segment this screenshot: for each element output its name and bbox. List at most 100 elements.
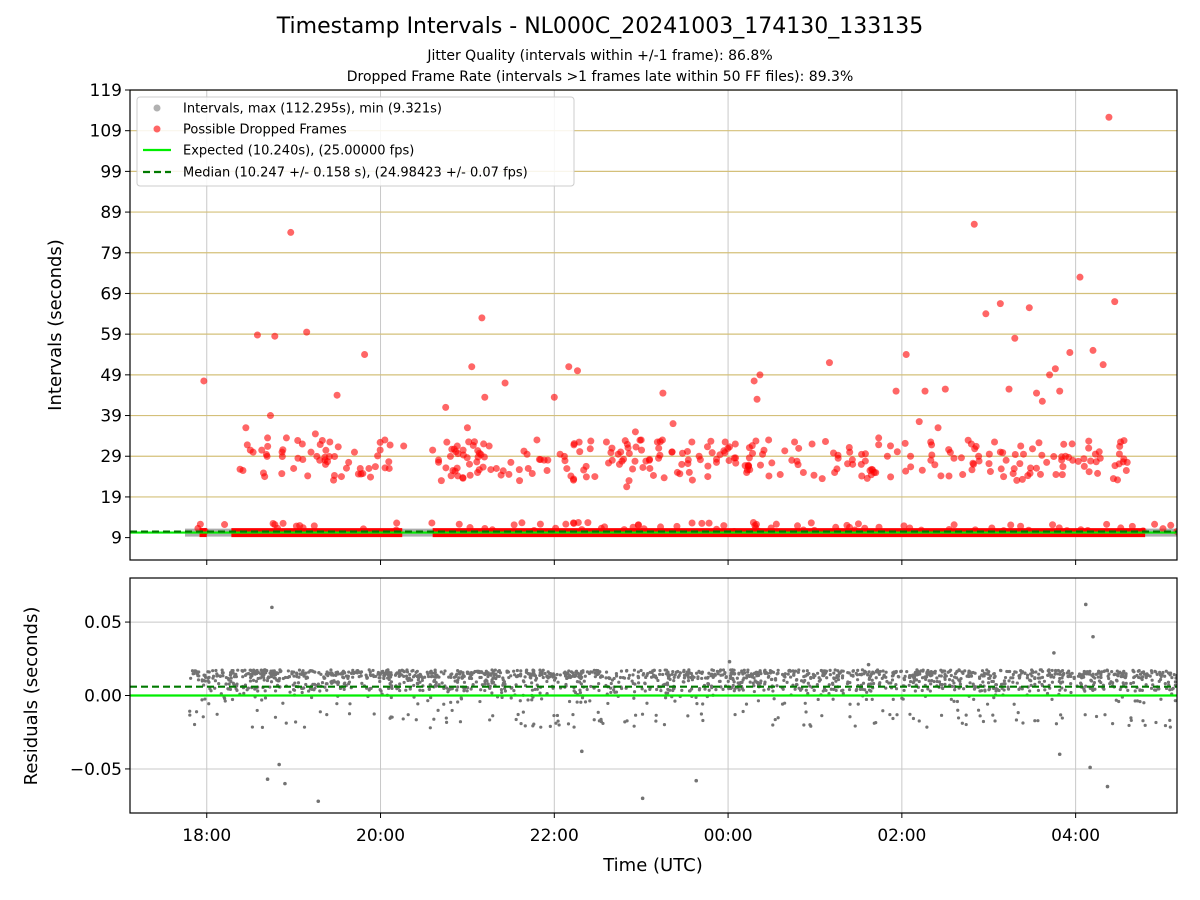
dropped-frame-point — [1085, 444, 1093, 452]
dropped-frame-point — [883, 452, 891, 460]
dropped-frame-point — [586, 445, 594, 453]
dropped-frame-point — [685, 468, 693, 476]
residual-point — [601, 721, 605, 726]
residual-point — [1083, 602, 1088, 607]
residual-point — [578, 676, 582, 680]
dropped-frame-point — [982, 310, 990, 318]
dropped-frame-point — [818, 475, 826, 483]
residual-point — [957, 668, 961, 672]
residual-point — [426, 699, 430, 703]
residual-point — [1033, 682, 1037, 687]
dropped-frame-point — [296, 522, 304, 530]
residual-point — [961, 687, 966, 691]
residual-point — [1040, 675, 1045, 679]
residual-point — [583, 700, 588, 704]
residual-point — [680, 688, 684, 692]
residual-point — [949, 673, 953, 678]
dropped-frame-point — [487, 466, 495, 474]
residual-point — [891, 716, 895, 721]
dropped-frame-point — [679, 449, 687, 457]
residual-point — [418, 688, 422, 692]
residual-point — [265, 678, 270, 683]
dropped-frame-point — [902, 467, 910, 475]
residual-point — [780, 672, 785, 677]
residual-point — [726, 679, 730, 683]
residual-point — [229, 670, 233, 675]
dropped-frame-point — [907, 452, 915, 460]
dropped-frame-point — [1049, 521, 1057, 529]
residual-point — [988, 676, 992, 680]
dropped-frame-point — [337, 473, 345, 481]
dropped-frame-point — [466, 471, 474, 479]
residual-point — [763, 670, 767, 674]
residual-point — [689, 671, 693, 676]
residual-point — [648, 687, 652, 691]
residual-point — [943, 675, 947, 679]
residual-point — [1030, 674, 1034, 678]
residual-point — [453, 679, 457, 683]
residual-point — [300, 690, 304, 695]
residual-point — [311, 669, 316, 674]
residual-point — [589, 684, 593, 689]
residual-point — [598, 670, 602, 674]
residual-point — [1025, 676, 1029, 680]
residual-point — [636, 670, 641, 674]
residual-point — [514, 717, 518, 722]
residual-point — [1045, 691, 1050, 696]
residual-point — [912, 679, 916, 683]
dropped-frame-point — [794, 522, 802, 530]
residual-point — [408, 687, 412, 691]
residuals-plot-area — [130, 578, 1177, 813]
residual-point — [221, 674, 225, 678]
residual-point — [534, 678, 538, 682]
dropped-frame-point — [437, 477, 445, 485]
residual-point — [231, 671, 235, 675]
dropped-frame-point — [345, 458, 353, 466]
residual-point — [459, 696, 463, 700]
residual-point — [1129, 718, 1133, 723]
residual-point — [235, 688, 239, 692]
residual-point — [556, 719, 560, 723]
residual-point — [262, 668, 267, 672]
residual-point — [701, 718, 705, 723]
residual-point — [658, 668, 662, 673]
residual-point — [666, 673, 670, 678]
dropped-frame-point — [795, 444, 803, 452]
x-tick-label: 02:00 — [877, 826, 926, 846]
residual-point — [1019, 668, 1023, 673]
residual-point — [276, 671, 280, 675]
residual-point — [538, 691, 542, 695]
residual-point — [485, 671, 489, 675]
dropped-frame-point — [1024, 472, 1032, 480]
residual-point — [1005, 669, 1009, 674]
residual-point — [1149, 686, 1154, 690]
y-tick-label: 69 — [100, 284, 122, 304]
residual-point — [1029, 683, 1033, 687]
residual-point — [251, 678, 256, 682]
residual-point — [211, 669, 215, 673]
legend-entry-label: Expected (10.240s), (25.00000 fps) — [183, 144, 414, 159]
residual-point — [575, 680, 580, 684]
dropped-frame-point — [1065, 453, 1073, 461]
residual-point — [583, 674, 587, 678]
dropped-frame-point — [1060, 440, 1068, 448]
residual-point — [272, 673, 276, 677]
residual-point — [532, 672, 536, 676]
residual-point — [748, 680, 752, 684]
residual-point — [968, 681, 972, 685]
residual-point — [1082, 675, 1086, 679]
dropped-frame-point — [543, 466, 551, 474]
residual-point — [240, 668, 244, 673]
residual-point — [444, 716, 448, 720]
residual-point — [1013, 670, 1017, 674]
residual-point — [731, 683, 735, 688]
residual-point — [847, 671, 851, 675]
residual-point — [1126, 688, 1130, 692]
residual-point — [997, 688, 1001, 693]
residual-point — [783, 701, 787, 705]
residual-point — [385, 672, 389, 676]
residual-point — [288, 690, 292, 694]
residual-point — [1105, 784, 1110, 789]
residual-point — [894, 687, 899, 691]
residual-point — [1114, 678, 1119, 682]
